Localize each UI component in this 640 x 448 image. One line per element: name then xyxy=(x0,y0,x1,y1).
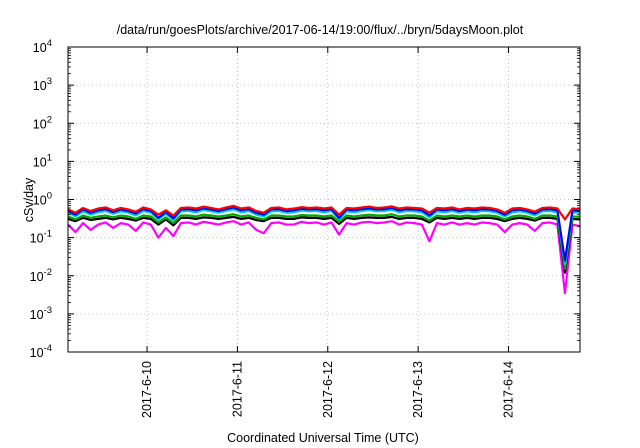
series-line xyxy=(67,213,581,271)
y-tick-label-base: 10 xyxy=(33,41,47,55)
chart-title: /data/run/goesPlots/archive/2017-06-14/1… xyxy=(117,23,524,37)
y-tick-label: 102 xyxy=(33,114,52,131)
series-line xyxy=(67,220,581,295)
series-line xyxy=(67,204,581,221)
y-tick-label-base: 10 xyxy=(33,117,47,131)
y-tick-label-exp: 1 xyxy=(47,152,52,163)
x-axis: 2017-6-10 2017-6-11 2017-6-12 2017-6-13 2017… xyxy=(140,47,515,418)
y-tick-label: 10-1 xyxy=(30,229,52,246)
series-line xyxy=(67,215,581,274)
series-layer xyxy=(67,204,581,295)
x-tick-label: 2017-6-11 xyxy=(230,361,244,417)
y-axis-label: cSv/day xyxy=(22,177,36,222)
x-tick-label: 2017-6-12 xyxy=(321,361,335,418)
y-tick-label-exp: -3 xyxy=(44,305,52,316)
series-line xyxy=(67,208,581,266)
x-tick-label: 2017-6-13 xyxy=(411,361,425,418)
x-tick-label: 2017-6-10 xyxy=(140,361,154,418)
x-tick-label: 2017-6-14 xyxy=(501,361,515,418)
y-tick-label-exp: -1 xyxy=(44,229,52,240)
grid xyxy=(68,47,580,352)
y-tick-label-exp: 4 xyxy=(47,38,52,49)
y-tick-label: 100 xyxy=(33,191,52,208)
y-tick-label-base: 10 xyxy=(30,270,44,284)
y-tick-label-exp: -2 xyxy=(44,267,52,278)
y-tick-label: 101 xyxy=(33,152,52,169)
y-tick-label: 10-3 xyxy=(30,305,52,322)
y-tick-label: 10-4 xyxy=(30,343,52,360)
y-tick-label-exp: -4 xyxy=(44,343,52,354)
y-tick-label-base: 10 xyxy=(33,194,47,208)
y-tick-label-base: 10 xyxy=(33,79,47,93)
y-tick-label-base: 10 xyxy=(30,346,44,360)
y-tick-label: 104 xyxy=(33,38,52,55)
y-tick-label-base: 10 xyxy=(33,155,47,169)
y-tick-label-exp: 0 xyxy=(47,191,52,202)
y-tick-label: 103 xyxy=(33,76,52,93)
y-tick-label-base: 10 xyxy=(30,308,44,322)
y-tick-label: 10-2 xyxy=(30,267,52,284)
series-line xyxy=(67,206,581,262)
y-tick-label-exp: 2 xyxy=(47,114,52,125)
x-axis-label: Coordinated Universal Time (UTC) xyxy=(227,431,419,445)
y-tick-label-base: 10 xyxy=(30,232,44,246)
y-tick-label-exp: 3 xyxy=(47,76,52,87)
